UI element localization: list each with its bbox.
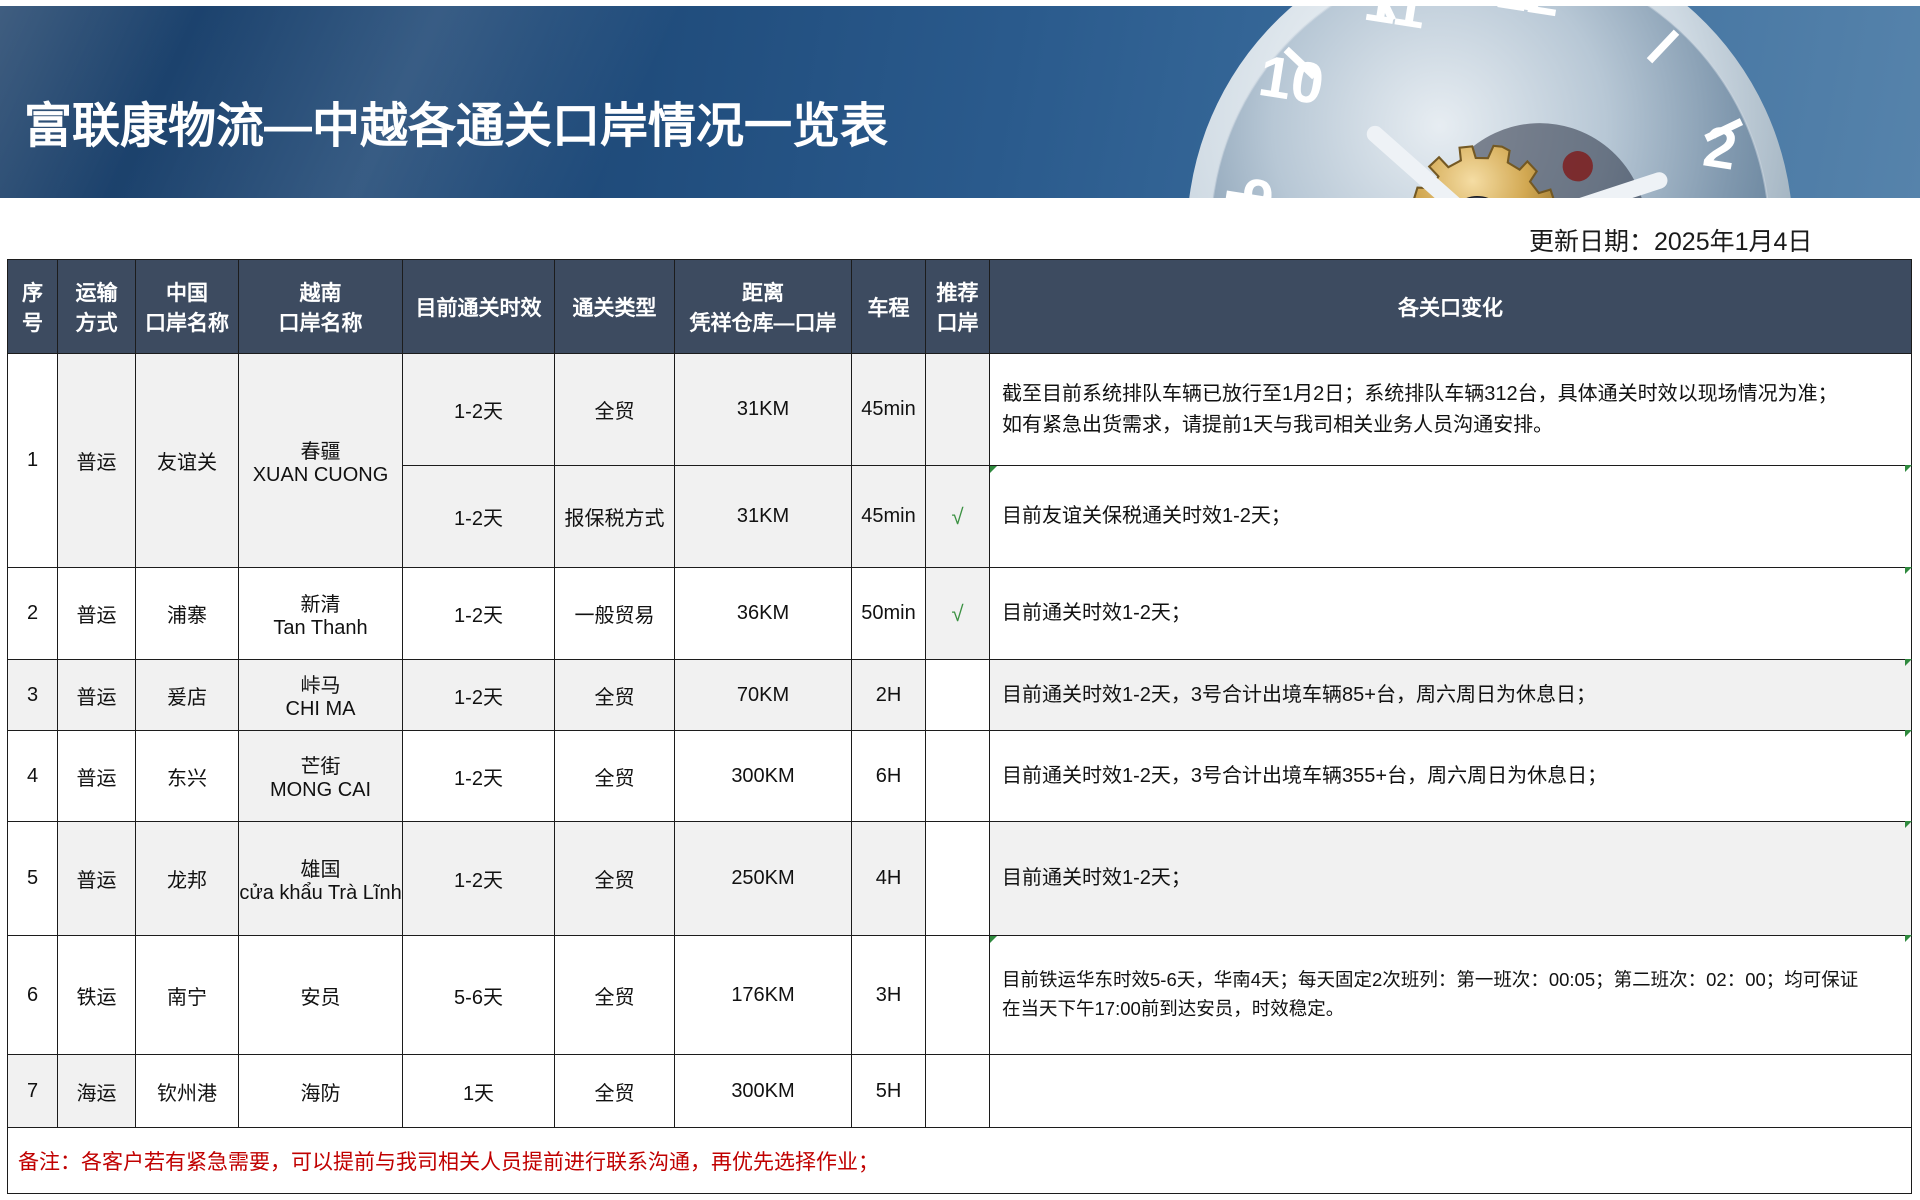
svg-text:10: 10 [1255, 44, 1329, 117]
